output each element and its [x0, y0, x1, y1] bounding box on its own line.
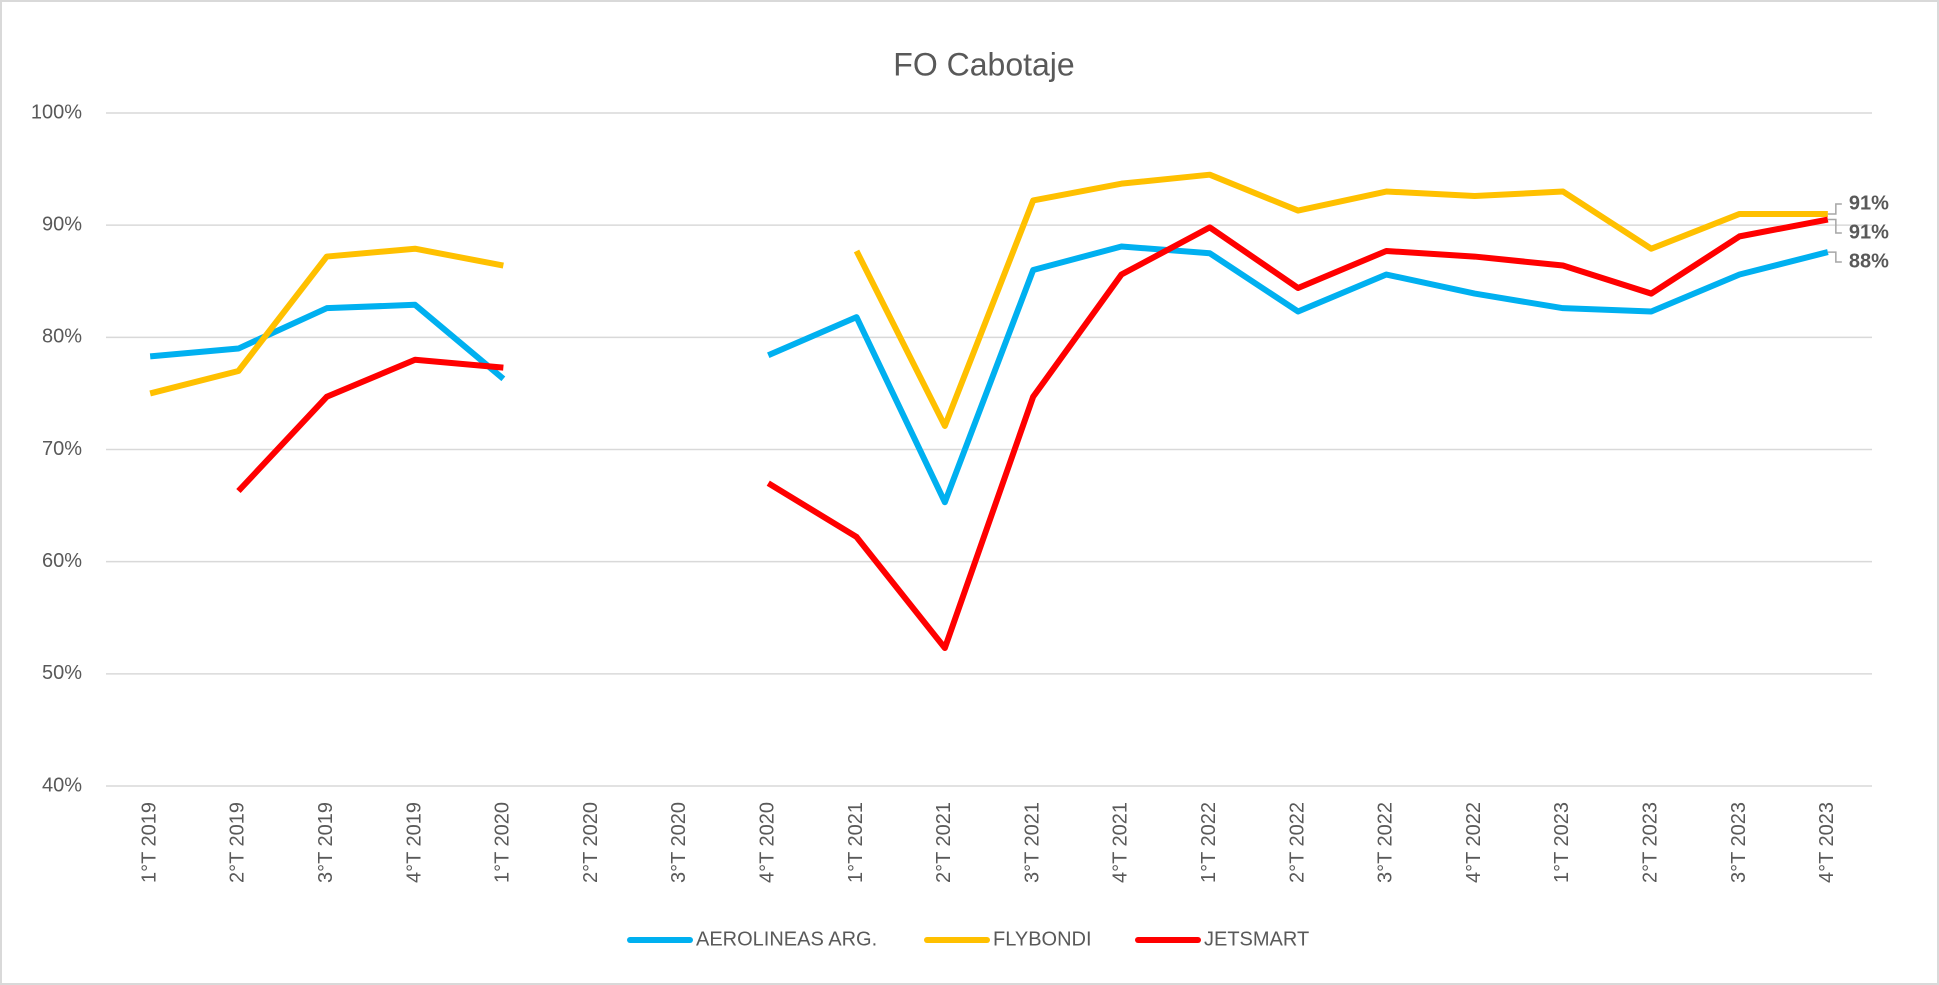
x-tick-label: 1°T 2021 [845, 802, 867, 883]
x-tick-label: 2°T 2019 [227, 802, 249, 883]
y-tick-label: 80% [42, 326, 82, 348]
legend-label: JETSMART [1204, 928, 1309, 950]
x-tick-label: 4°T 2023 [1816, 802, 1838, 883]
y-tick-label: 70% [42, 438, 82, 460]
legend-label: AEROLINEAS ARG. [696, 928, 877, 950]
x-tick-label: 1°T 2020 [492, 802, 514, 883]
y-tick-label: 90% [42, 213, 82, 235]
x-tick-label: 1°T 2019 [138, 802, 160, 883]
x-tick-label: 2°T 2021 [933, 802, 955, 883]
series-line [236, 216, 1829, 652]
series-line [149, 171, 1828, 429]
x-tick-label: 4°T 2022 [1463, 802, 1485, 883]
data-label: 88% [1849, 250, 1889, 272]
y-tick-label: 50% [42, 662, 82, 684]
x-tick-label: 2°T 2022 [1286, 802, 1308, 883]
x-tick-label: 2°T 2020 [580, 802, 602, 883]
x-tick-label: 3°T 2021 [1021, 802, 1043, 883]
legend-label: FLYBONDI [993, 928, 1092, 950]
x-tick-label: 3°T 2023 [1728, 802, 1750, 883]
y-tick-label: 40% [42, 774, 82, 796]
chart-title: FO Cabotaje [893, 46, 1074, 82]
x-tick-label: 3°T 2020 [668, 802, 690, 883]
x-tick-label: 1°T 2023 [1551, 802, 1573, 883]
label-leader [1827, 218, 1842, 234]
x-tick-label: 3°T 2022 [1375, 802, 1397, 883]
y-tick-label: 60% [42, 550, 82, 572]
x-tick-label: 2°T 2023 [1640, 802, 1662, 883]
x-tick-label: 4°T 2021 [1110, 802, 1132, 883]
x-tick-label: 4°T 2020 [757, 802, 779, 883]
x-tick-label: 1°T 2022 [1198, 802, 1220, 883]
label-leader [1827, 203, 1842, 215]
x-tick-label: 3°T 2019 [315, 802, 337, 883]
series-line [149, 243, 1829, 506]
data-label: 91% [1849, 192, 1889, 214]
label-leader [1827, 251, 1842, 263]
x-tick-label: 4°T 2019 [403, 802, 425, 883]
data-label: 91% [1849, 221, 1889, 243]
y-tick-label: 100% [31, 101, 82, 123]
